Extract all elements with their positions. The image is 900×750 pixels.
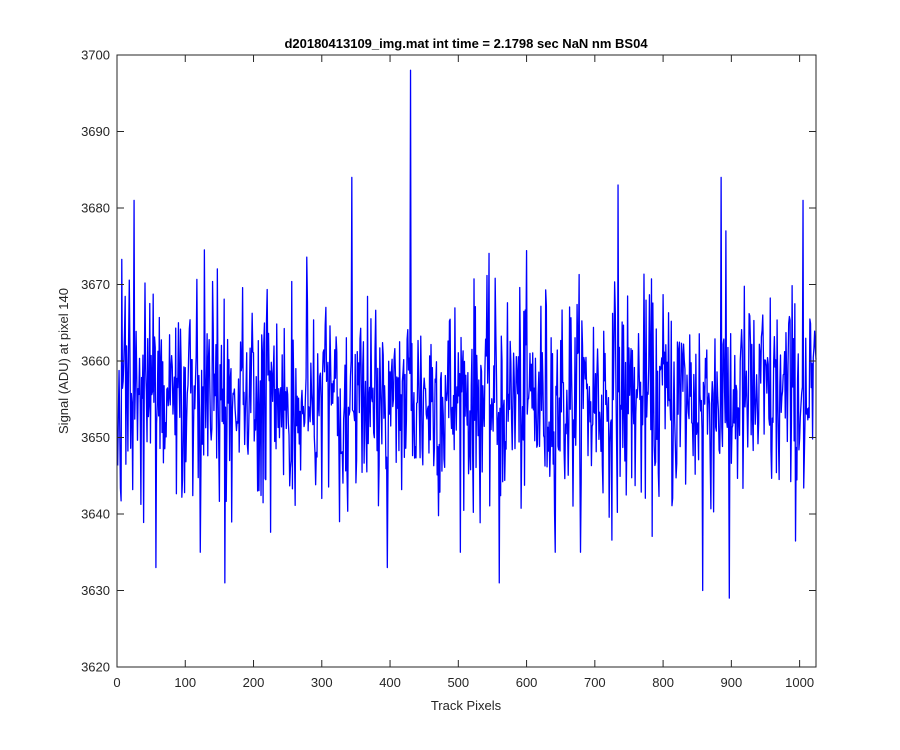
data-layer (117, 69, 817, 599)
y-tick-label: 3700 (81, 48, 110, 63)
signal-series-line (117, 69, 817, 599)
x-axis-label: Track Pixels (431, 698, 502, 713)
x-tick-label: 600 (516, 675, 538, 690)
x-tick-label: 1000 (785, 675, 814, 690)
x-tick-label: 700 (584, 675, 606, 690)
axes-box (116, 54, 817, 668)
x-tick-label: 0 (113, 675, 120, 690)
chart-title: d20180413109_img.mat int time = 2.1798 s… (284, 36, 648, 51)
ticks-layer: 0 100 200 300 400 500 600 700 800 900 1000 3620 3630… (81, 48, 816, 690)
y-tick-label: 3620 (81, 660, 110, 675)
y-tick-label: 3630 (81, 583, 110, 598)
x-tick-label: 400 (379, 675, 401, 690)
y-tick-label: 3670 (81, 277, 110, 292)
y-tick-label: 3650 (81, 430, 110, 445)
x-tick-label: 800 (652, 675, 674, 690)
y-tick-label: 3680 (81, 201, 110, 216)
x-tick-label: 500 (447, 675, 469, 690)
y-tick-label: 3660 (81, 354, 110, 369)
x-tick-label: 200 (243, 675, 265, 690)
y-tick-label: 3690 (81, 124, 110, 139)
y-axis-label: Signal (ADU) at pixel 140 (56, 288, 71, 434)
x-tick-label: 100 (174, 675, 196, 690)
x-tick-label: 900 (721, 675, 743, 690)
y-tick-label: 3640 (81, 507, 110, 522)
x-tick-label: 300 (311, 675, 333, 690)
